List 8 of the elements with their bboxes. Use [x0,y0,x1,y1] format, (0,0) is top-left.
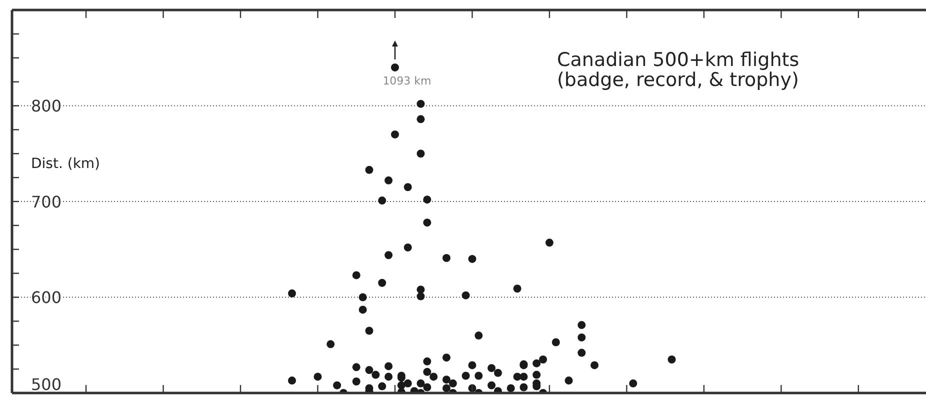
text: (badge, record, & trophy) [557,69,799,91]
y-axis-title: Dist. (km) [31,156,100,172]
text: Canadian 500+km flights [557,49,800,71]
annotation: 1093 km [382,74,432,88]
y-tick-label: 600 [31,288,62,308]
y-tick-label: 800 [31,96,62,116]
y-tick-label: 700 [31,192,62,212]
y-tick-label: 500 [31,374,62,394]
